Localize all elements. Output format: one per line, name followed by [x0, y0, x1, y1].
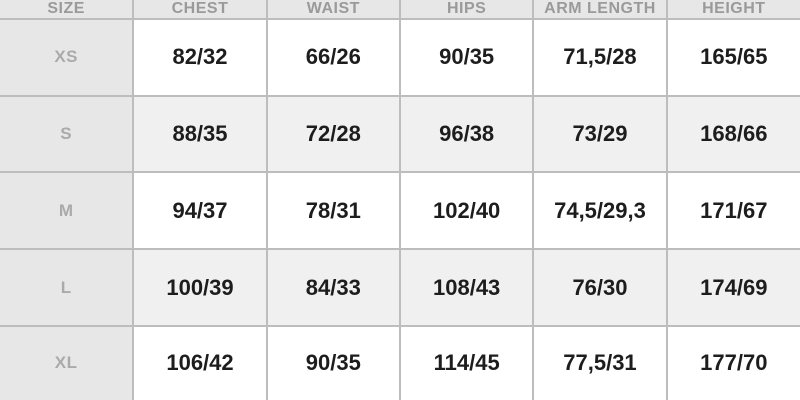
- cell-xl-hips: 114/45: [398, 324, 535, 400]
- row-label-xl: XL: [0, 324, 135, 400]
- cell-xl-arm-length: 77,5/31: [532, 324, 668, 400]
- table-row-s: S 88/35 72/28 96/38 73/29 168/66: [0, 94, 800, 174]
- row-label-m: M: [0, 171, 135, 251]
- cell-l-hips: 108/43: [398, 248, 535, 327]
- row-label-s: S: [0, 94, 135, 174]
- cell-s-waist: 72/28: [265, 94, 401, 174]
- table-row-xl: XL 106/42 90/35 114/45 77,5/31 177/70: [0, 324, 800, 400]
- table-row-l: L 100/39 84/33 108/43 76/30 174/69: [0, 248, 800, 327]
- cell-xs-hips: 90/35: [398, 18, 535, 97]
- cell-m-waist: 78/31: [265, 171, 401, 251]
- header-cell-height: HEIGHT: [665, 0, 800, 20]
- cell-xl-height: 177/70: [665, 324, 800, 400]
- header-cell-arm-length: ARM LENGTH: [532, 0, 668, 20]
- cell-xl-waist: 90/35: [265, 324, 401, 400]
- cell-m-hips: 102/40: [398, 171, 535, 251]
- cell-m-chest: 94/37: [132, 171, 268, 251]
- cell-l-arm-length: 76/30: [532, 248, 668, 327]
- cell-l-height: 174/69: [665, 248, 800, 327]
- table-row-xs: XS 82/32 66/26 90/35 71,5/28 165/65: [0, 18, 800, 97]
- header-cell-waist: WAIST: [265, 0, 401, 20]
- size-chart-header-row: SIZE CHEST WAIST HIPS ARM LENGTH HEIGHT: [0, 0, 800, 20]
- cell-s-hips: 96/38: [398, 94, 535, 174]
- header-cell-size: SIZE: [0, 0, 135, 20]
- cell-xs-height: 165/65: [665, 18, 800, 97]
- cell-m-arm-length: 74,5/29,3: [532, 171, 668, 251]
- header-cell-hips: HIPS: [398, 0, 535, 20]
- cell-xs-arm-length: 71,5/28: [532, 18, 668, 97]
- cell-l-waist: 84/33: [265, 248, 401, 327]
- row-label-l: L: [0, 248, 135, 327]
- table-row-m: M 94/37 78/31 102/40 74,5/29,3 171/67: [0, 171, 800, 251]
- row-label-xs: XS: [0, 18, 135, 97]
- cell-l-chest: 100/39: [132, 248, 268, 327]
- cell-m-height: 171/67: [665, 171, 800, 251]
- cell-xl-chest: 106/42: [132, 324, 268, 400]
- cell-s-height: 168/66: [665, 94, 800, 174]
- cell-s-chest: 88/35: [132, 94, 268, 174]
- cell-xs-waist: 66/26: [265, 18, 401, 97]
- cell-s-arm-length: 73/29: [532, 94, 668, 174]
- cell-xs-chest: 82/32: [132, 18, 268, 97]
- header-cell-chest: CHEST: [132, 0, 268, 20]
